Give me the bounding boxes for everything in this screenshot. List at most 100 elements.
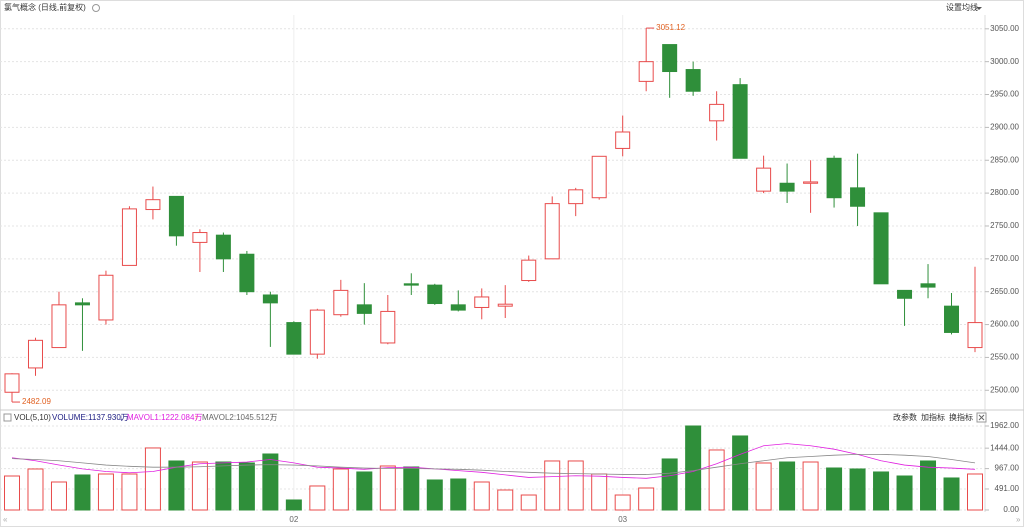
candle-body <box>403 283 419 286</box>
volume-bar <box>238 462 255 511</box>
volume-bar <box>732 435 749 511</box>
volume-bar <box>685 425 702 511</box>
ma-line <box>11 443 976 479</box>
button[interactable]: 加指标 <box>921 412 945 422</box>
candle-body <box>74 302 90 306</box>
volume-bar <box>967 473 983 511</box>
y-tick-label: 2850.00 <box>990 155 1019 164</box>
y-tick-label: 2950.00 <box>990 90 1019 99</box>
y-tick-label: 1962.00 <box>990 421 1019 430</box>
candle-body <box>662 44 678 73</box>
volume-bar <box>520 494 537 511</box>
candle-body <box>474 296 490 308</box>
candle-body <box>638 61 654 82</box>
candle-body <box>27 339 43 369</box>
candle-body <box>732 84 748 159</box>
candle-body <box>873 212 889 285</box>
scroll-left[interactable]: « <box>3 515 8 524</box>
volume-bar <box>403 466 420 511</box>
candle-body <box>779 182 795 192</box>
y-tick-label: 967.00 <box>995 464 1020 473</box>
volume-bar <box>426 479 443 511</box>
y-tick-label: 2750.00 <box>990 221 1019 230</box>
y-tick-label: 2600.00 <box>990 320 1019 329</box>
volume-bar <box>379 465 396 511</box>
x-tick-label: 03 <box>618 515 627 524</box>
volume-bar <box>332 468 349 511</box>
candle-body <box>380 310 396 344</box>
y-tick-label: 2650.00 <box>990 287 1019 296</box>
candle-body <box>309 309 325 355</box>
candle-body <box>709 103 725 122</box>
x-tick-label: 02 <box>289 515 298 524</box>
y-tick-label: 2900.00 <box>990 122 1019 131</box>
volume-bar <box>497 489 514 511</box>
volume-bar <box>755 462 772 511</box>
scroll-right[interactable]: » <box>1016 515 1021 524</box>
collapse-box[interactable] <box>3 413 12 422</box>
button[interactable]: 换指标 <box>949 412 973 422</box>
volume-bar <box>191 461 208 511</box>
ma-line <box>11 453 976 475</box>
candle-body <box>333 289 349 316</box>
close-icon[interactable] <box>978 414 985 421</box>
settings-icon[interactable] <box>92 4 100 12</box>
volume-bar <box>661 458 678 511</box>
volume-bar <box>97 473 114 511</box>
candle-body <box>286 322 302 355</box>
vol-title: VOL(5,10) <box>14 413 51 422</box>
volume-bar <box>27 468 44 511</box>
y-tick-label: 2800.00 <box>990 188 1019 197</box>
volume-bar <box>638 487 655 511</box>
button[interactable]: 改参数 <box>893 412 917 422</box>
volume-bar <box>144 447 161 511</box>
candle-body <box>121 208 137 266</box>
volume-bar <box>896 475 913 511</box>
candle-body <box>356 304 372 314</box>
volume-bar <box>121 473 138 511</box>
volume-bar <box>614 494 631 511</box>
candle-body <box>920 283 936 288</box>
candle-body <box>4 373 20 393</box>
volume-bar <box>50 481 67 511</box>
candle-body <box>521 259 537 282</box>
candle-body <box>450 304 466 311</box>
volume-bar <box>262 453 279 511</box>
candle-body <box>591 155 607 199</box>
volume-bar <box>473 481 490 511</box>
volume-bar <box>4 475 20 511</box>
volume-bar <box>168 460 185 511</box>
candle-body <box>427 284 443 305</box>
candle-body <box>826 157 842 199</box>
candle-body <box>98 274 114 321</box>
candle-body <box>944 305 960 333</box>
y-tick-label: 491.00 <box>995 484 1020 493</box>
legend-mavol1: MAVOL1:1222.084万 <box>127 413 202 422</box>
y-tick-label: 1444.00 <box>990 443 1019 452</box>
candle-body <box>967 322 983 349</box>
max-label: 3051.12 <box>656 23 685 32</box>
candle-body <box>262 294 278 304</box>
dropdown-arrow[interactable] <box>976 7 982 10</box>
ma-settings[interactable]: 设置均线 <box>946 2 978 12</box>
volume-bar <box>285 499 302 511</box>
volume-bar <box>74 474 91 511</box>
volume-bar <box>356 471 373 511</box>
candle-body <box>568 189 584 205</box>
candle-body <box>850 187 866 207</box>
volume-bar <box>943 477 960 511</box>
y-tick-label: 2500.00 <box>990 385 1019 394</box>
volume-bar <box>544 460 561 511</box>
y-tick-label: 0.00 <box>1003 505 1019 514</box>
volume-bar <box>708 449 725 511</box>
volume-bar <box>309 485 326 511</box>
candle-body <box>192 232 208 243</box>
y-tick-label: 3000.00 <box>990 57 1019 66</box>
chart-title: 氯气概念 (日线,前复权) <box>4 2 86 12</box>
volume-bar <box>920 460 937 511</box>
y-tick-label: 3050.00 <box>990 24 1019 33</box>
volume-bar <box>802 461 819 511</box>
volume-bar <box>567 460 584 511</box>
